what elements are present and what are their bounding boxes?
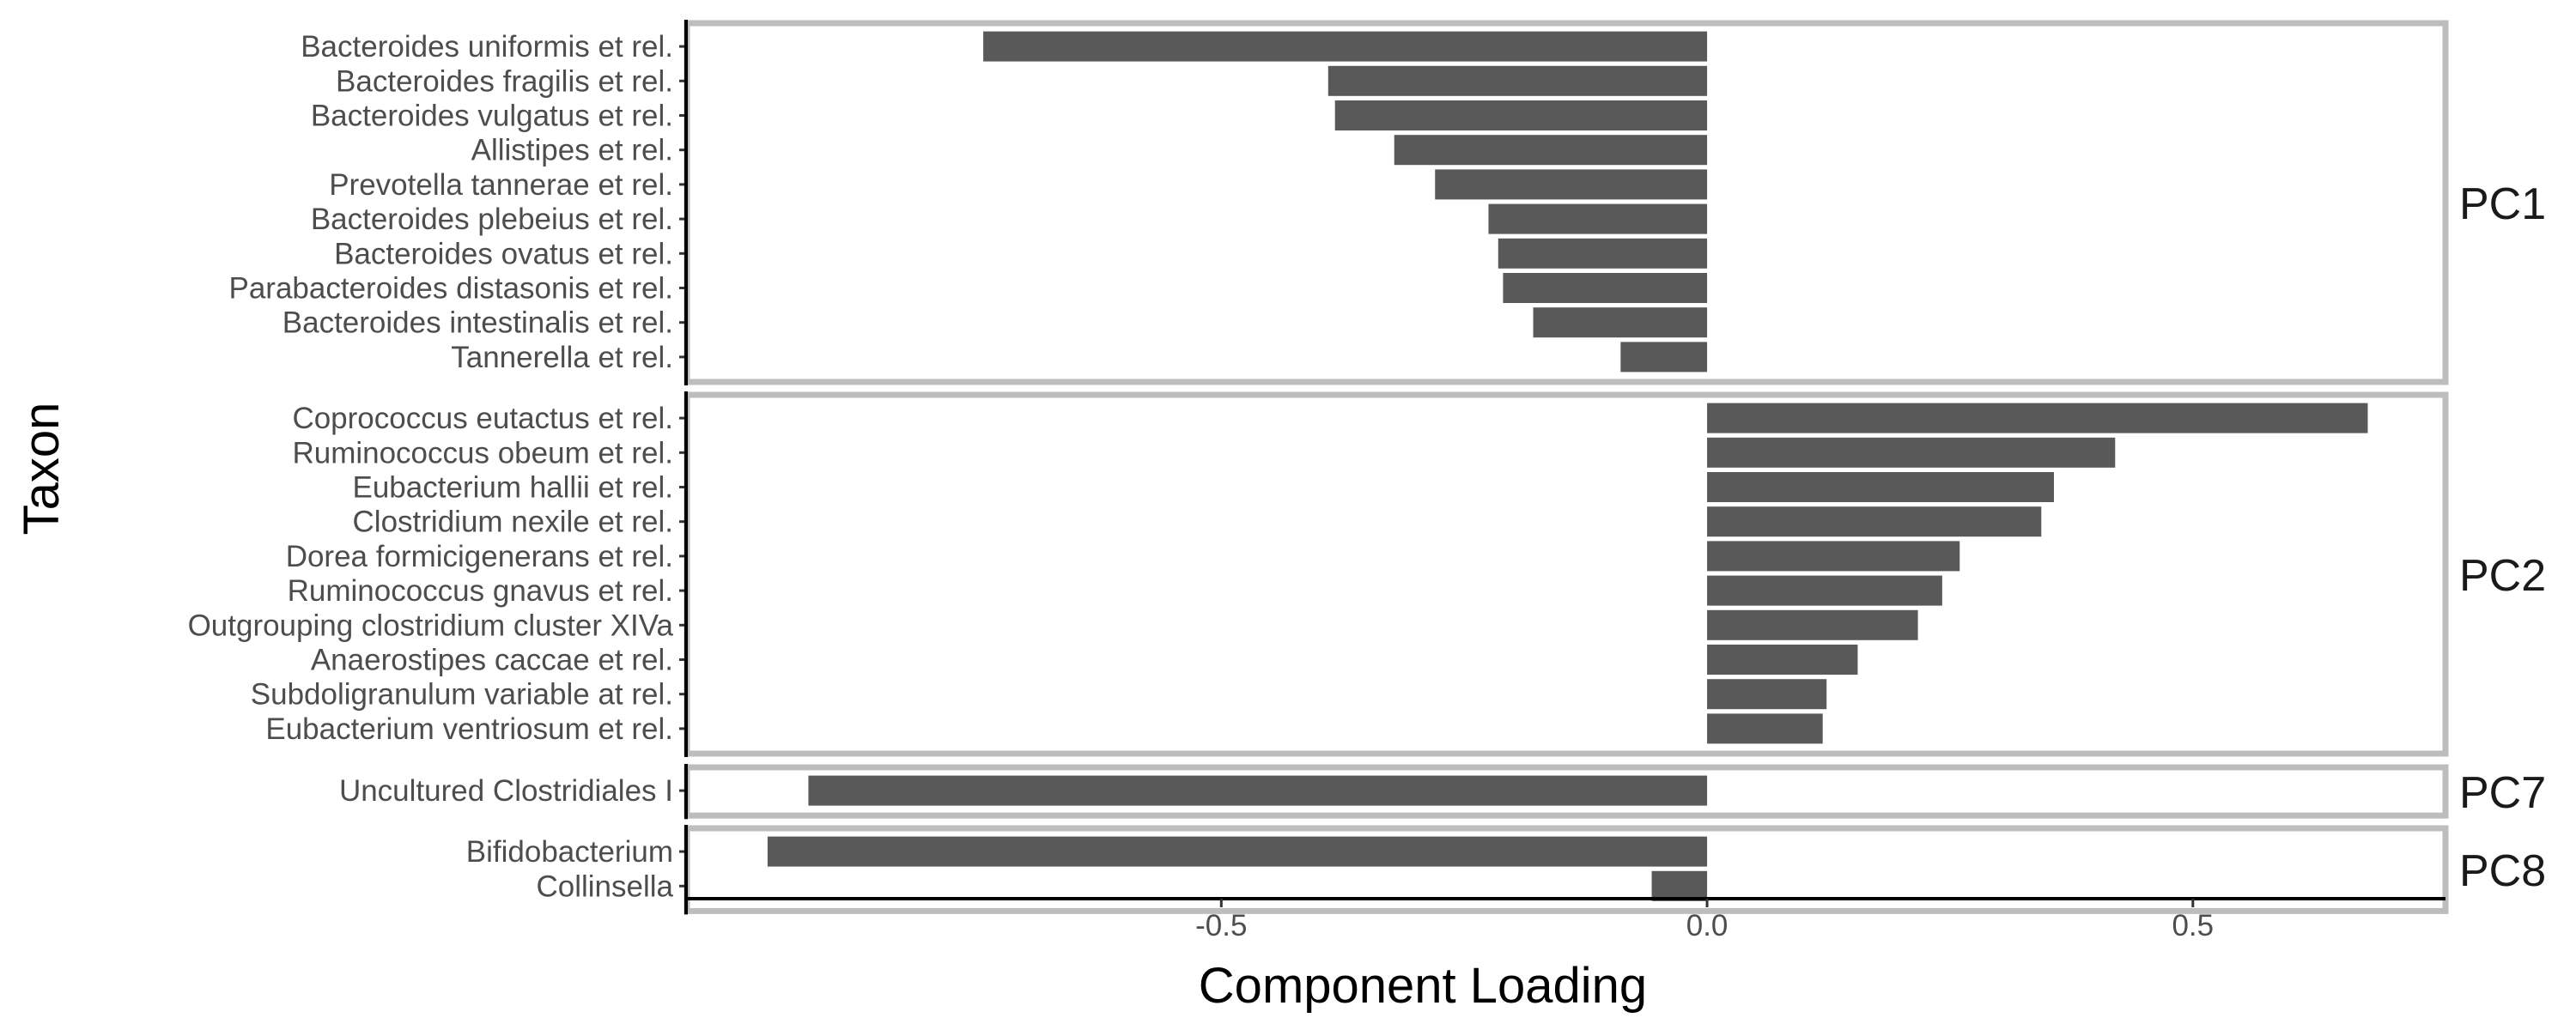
facet-strip-label: PC7 [2459, 768, 2546, 818]
y-tick-label: Bacteroides plebeius et rel. [311, 203, 673, 236]
bar [1327, 65, 1708, 96]
bar [1533, 307, 1708, 338]
y-tick-label: Bacteroides uniformis et rel. [301, 30, 673, 64]
y-tick-label: Eubacterium hallii et rel. [353, 471, 674, 505]
bar [1707, 506, 2042, 537]
y-tick-label: Bifidobacterium [466, 835, 673, 869]
bar [983, 31, 1708, 62]
bar [1707, 437, 2116, 468]
bar [1394, 135, 1708, 166]
bar [1707, 575, 1942, 606]
y-tick-label: Anaerostipes caccae et rel. [311, 644, 673, 677]
y-tick-label: Clostridium nexile et rel. [353, 506, 673, 539]
y-tick-label: Bacteroides vulgatus et rel. [311, 100, 673, 133]
y-tick-label: Collinsella [536, 869, 673, 903]
bar [1620, 342, 1708, 373]
bar [1707, 403, 2368, 433]
y-tick-label: Bacteroides fragilis et rel. [336, 64, 673, 98]
y-tick-label: Bacteroides intestinalis et rel. [283, 306, 673, 340]
bar [767, 836, 1708, 867]
y-tick-label: Ruminococcus gnavus et rel. [288, 574, 673, 608]
y-tick-label: Parabacteroides distasonis et rel. [229, 272, 674, 306]
y-tick-label: Tannerella et rel. [451, 341, 673, 374]
y-tick-label: Bacteroides ovatus et rel. [334, 237, 673, 270]
bar [1651, 870, 1708, 901]
x-tick-label: 0.0 [1686, 909, 1728, 942]
bar [808, 775, 1708, 806]
bars [767, 31, 2368, 901]
panel-border [683, 391, 2449, 757]
facet-strip-label: PC1 [2459, 179, 2546, 229]
x-axis-title: Component Loading [1199, 958, 1647, 1014]
bar [1707, 472, 2055, 502]
y-tick-label: Uncultured Clostridiales I [339, 774, 673, 808]
y-tick-label: Outgrouping clostridium cluster XIVa [188, 609, 674, 642]
axes: -0.5 0.0 0.5 [679, 20, 2445, 942]
bar [1707, 713, 1823, 744]
x-tick-label: -0.5 [1195, 909, 1247, 942]
y-tick-label: Dorea formicigenerans et rel. [286, 540, 673, 573]
bar [1707, 679, 1827, 710]
y-tick-label: Prevotella tannerae et rel. [329, 168, 673, 202]
facet-strip-label: PC8 [2459, 846, 2546, 896]
bar [1707, 645, 1858, 675]
bar [1707, 609, 1918, 640]
bar [1503, 273, 1708, 303]
y-tick-label: Eubacterium ventriosum et rel. [265, 712, 673, 746]
bar [1498, 238, 1708, 269]
bar [1334, 100, 1708, 130]
y-axis-title: Taxon [14, 403, 70, 536]
x-tick-label: 0.5 [2172, 909, 2214, 942]
bar [1707, 541, 1960, 572]
y-tick-label: Coprococcus eutactus et rel. [292, 402, 673, 435]
y-tick-label: Subdoligranulum variable at rel. [251, 678, 673, 712]
y-tick-label: Ruminococcus obeum et rel. [292, 436, 673, 470]
facet-strip-labels: PC1 PC2 PC7 PC8 [2459, 179, 2546, 896]
bar [1435, 169, 1708, 200]
bar [1488, 203, 1708, 234]
y-tick-label: Allistipes et rel. [471, 134, 673, 167]
y-tick-labels: Bacteroides uniformis et rel.Bacteroides… [188, 30, 674, 903]
facet-strip-label: PC2 [2459, 551, 2546, 601]
